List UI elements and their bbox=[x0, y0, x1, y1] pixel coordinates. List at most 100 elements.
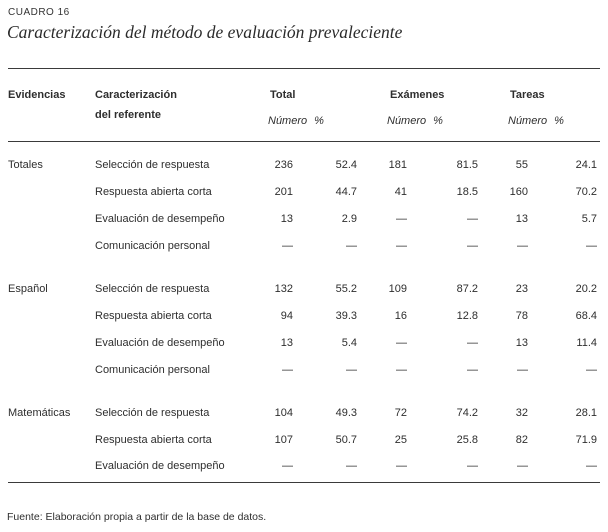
table-row: Evaluación de desempeño 13 2.9 — — 13 5.7 bbox=[8, 206, 600, 233]
section-label bbox=[8, 303, 95, 330]
table-row: Evaluación de desempeño 13 5.4 — — 13 11.4 bbox=[8, 330, 600, 357]
section-label bbox=[8, 357, 95, 384]
value-cell: — bbox=[396, 239, 407, 252]
row-label: Respuesta abierta corta bbox=[95, 433, 212, 446]
value-cell: 49.3 bbox=[335, 406, 357, 419]
value-cell: 13 bbox=[515, 212, 528, 225]
table-row: Comunicación personal — — — — — — bbox=[8, 233, 600, 260]
value-cell: 160 bbox=[509, 185, 528, 198]
table-row: Respuesta abierta corta 201 44.7 41 18.5 160 7… bbox=[8, 179, 600, 206]
value-cell: 16 bbox=[394, 309, 407, 322]
subheader-examenes: Número% bbox=[360, 102, 481, 142]
value-cell: 5.4 bbox=[341, 336, 357, 349]
table-row: Respuesta abierta corta 107 50.7 25 25.8 82 71… bbox=[8, 427, 600, 454]
value-cell: 109 bbox=[388, 282, 407, 295]
row-label: Evaluación de desempeño bbox=[95, 460, 225, 473]
value-cell: 39.3 bbox=[335, 309, 357, 322]
subheader-tareas: Número% bbox=[481, 102, 600, 142]
value-cell: 236 bbox=[274, 158, 293, 171]
value-cell: — bbox=[282, 460, 293, 473]
col-header-referente: del referente bbox=[95, 102, 262, 142]
source-note: Fuente: Elaboración propia a partir de l… bbox=[7, 511, 267, 523]
value-cell: 2.9 bbox=[341, 212, 357, 225]
percent-label: % bbox=[433, 114, 443, 127]
row-label: Comunicación personal bbox=[95, 239, 210, 252]
value-cell: 11.4 bbox=[576, 336, 597, 349]
value-cell: — bbox=[346, 460, 357, 473]
value-cell: 50.7 bbox=[335, 433, 357, 446]
value-cell: 13 bbox=[280, 212, 293, 225]
value-cell: — bbox=[467, 212, 478, 225]
percent-label: % bbox=[554, 114, 564, 127]
value-cell: 23 bbox=[515, 282, 528, 295]
value-cell: — bbox=[396, 363, 407, 376]
section-label: Totales bbox=[8, 158, 43, 171]
row-label: Evaluación de desempeño bbox=[95, 336, 225, 349]
value-cell: — bbox=[396, 336, 407, 349]
value-cell: 132 bbox=[274, 282, 293, 295]
value-cell: — bbox=[346, 363, 357, 376]
section-label bbox=[8, 454, 95, 483]
row-label: Selección de respuesta bbox=[95, 282, 210, 295]
value-cell: 87.2 bbox=[456, 282, 478, 295]
value-cell: — bbox=[282, 363, 293, 376]
section-label bbox=[8, 179, 95, 206]
value-cell: 5.7 bbox=[581, 212, 597, 225]
value-cell: — bbox=[586, 239, 597, 252]
table-row: Evaluación de desempeño — — — — — — bbox=[8, 454, 600, 483]
value-cell: — bbox=[467, 460, 478, 473]
value-cell: 28.1 bbox=[575, 406, 597, 419]
value-cell: — bbox=[586, 363, 597, 376]
table-body: Totales Selección de respuesta 236 52.4 181 8… bbox=[8, 142, 600, 483]
percent-label: % bbox=[314, 114, 324, 127]
col-header-evidencias: Evidencias bbox=[8, 88, 66, 101]
value-cell: 68.4 bbox=[575, 309, 597, 322]
col-group-tareas: Tareas bbox=[510, 88, 545, 101]
value-cell: 107 bbox=[274, 433, 293, 446]
section-label bbox=[8, 330, 95, 357]
row-label: Selección de respuesta bbox=[95, 406, 210, 419]
section-label bbox=[8, 427, 95, 454]
value-cell: 94 bbox=[280, 309, 293, 322]
section-label: Matemáticas bbox=[8, 406, 71, 419]
value-cell: — bbox=[346, 239, 357, 252]
value-cell: — bbox=[517, 239, 528, 252]
evaluation-method-table: Evidencias Caracterización Total Exámene… bbox=[8, 68, 600, 483]
table-number: CUADRO 16 bbox=[8, 7, 70, 18]
value-cell: 71.9 bbox=[575, 433, 597, 446]
value-cell: — bbox=[467, 363, 478, 376]
value-cell: 13 bbox=[280, 336, 293, 349]
value-cell: 24.1 bbox=[575, 158, 597, 171]
row-label: Comunicación personal bbox=[95, 363, 210, 376]
value-cell: 12.8 bbox=[456, 309, 478, 322]
section-label: Español bbox=[8, 282, 48, 295]
value-cell: 41 bbox=[394, 185, 407, 198]
row-label: Evaluación de desempeño bbox=[95, 212, 225, 225]
section-label bbox=[8, 233, 95, 260]
value-cell: 18.5 bbox=[456, 185, 478, 198]
value-cell: 13 bbox=[515, 336, 528, 349]
value-cell: 104 bbox=[274, 406, 293, 419]
value-cell: 74.2 bbox=[456, 406, 478, 419]
table-row: Matemáticas Selección de respuesta 104 49.3… bbox=[8, 384, 600, 427]
section-label bbox=[8, 206, 95, 233]
value-cell: — bbox=[396, 460, 407, 473]
value-cell: 201 bbox=[274, 185, 293, 198]
row-label: Respuesta abierta corta bbox=[95, 309, 212, 322]
table-row: Respuesta abierta corta 94 39.3 16 12.8 78 68.… bbox=[8, 303, 600, 330]
value-cell: — bbox=[586, 460, 597, 473]
table-header: Evidencias Caracterización Total Exámene… bbox=[8, 69, 600, 142]
value-cell: 44.7 bbox=[335, 185, 357, 198]
value-cell: — bbox=[282, 239, 293, 252]
row-label: Selección de respuesta bbox=[95, 158, 210, 171]
table-row: Comunicación personal — — — — — — bbox=[8, 357, 600, 384]
value-cell: — bbox=[467, 239, 478, 252]
header-row-subcolumns: del referente Número% Número% Número% bbox=[8, 102, 600, 142]
value-cell: 181 bbox=[388, 158, 407, 171]
col-header-caracterizacion: Caracterización bbox=[95, 88, 177, 101]
row-label: Respuesta abierta corta bbox=[95, 185, 212, 198]
col-header-evidencias-spacer bbox=[8, 102, 95, 142]
subheader-total: Número% bbox=[262, 102, 360, 142]
value-cell: — bbox=[517, 460, 528, 473]
